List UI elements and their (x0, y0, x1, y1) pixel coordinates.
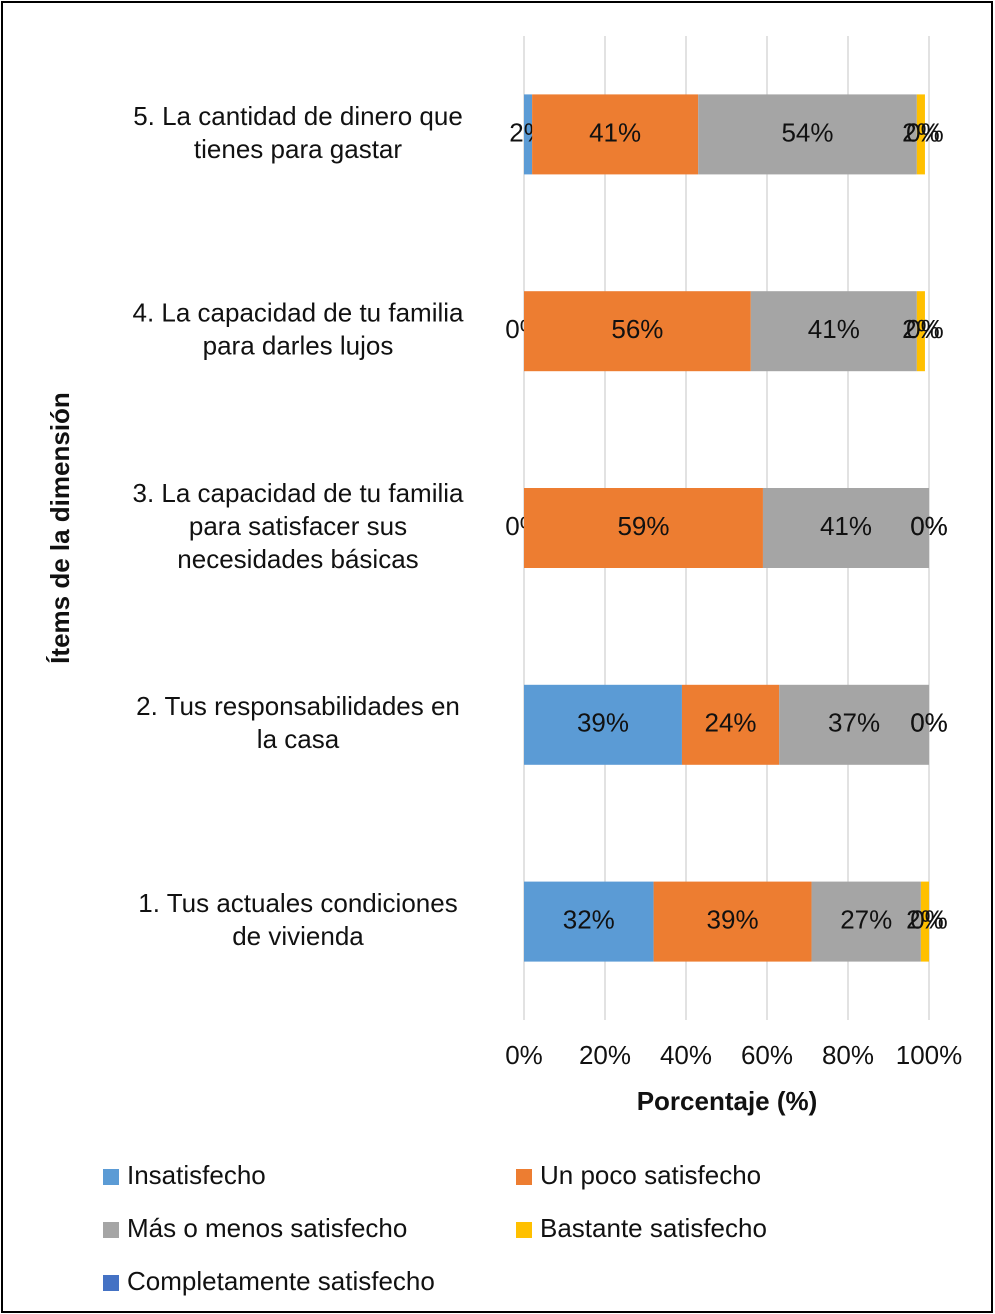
bar-segment (916, 291, 925, 372)
data-label: 2% (902, 117, 940, 147)
legend-swatch (516, 1169, 532, 1185)
x-tick-label: 60% (741, 1040, 793, 1070)
data-label: 56% (611, 314, 663, 344)
data-label: 41% (589, 117, 641, 147)
data-label: 37% (828, 708, 880, 738)
bar-segment (698, 94, 917, 175)
data-label: 2% (902, 314, 940, 344)
x-axis-title: Porcentaje (%) (637, 1086, 818, 1116)
y-tick-label: 5. La cantidad de dinero que (133, 101, 463, 131)
data-label: 32% (563, 904, 615, 934)
data-label: 39% (577, 708, 629, 738)
data-label: 0% (906, 117, 944, 147)
y-tick-label: para satisfacer sus (189, 511, 407, 541)
data-label: 2% (906, 904, 944, 934)
bar-segment (811, 881, 921, 962)
data-label: 54% (781, 117, 833, 147)
x-tick-label: 80% (822, 1040, 874, 1070)
y-tick-label: 1. Tus actuales condiciones (138, 888, 457, 918)
legend-label: Completamente satisfecho (127, 1266, 435, 1296)
bar-segment (524, 881, 654, 962)
legend-label: Más o menos satisfecho (127, 1213, 407, 1243)
bar-segment (524, 94, 533, 175)
y-axis-title: Ítems de la dimensión (45, 392, 75, 664)
bar-segment (681, 684, 780, 765)
data-label: 0% (910, 511, 948, 541)
data-label: 0% (910, 708, 948, 738)
y-tick-label: 4. La capacidad de tu familia (133, 298, 465, 328)
y-tick-label: tienes para gastar (194, 134, 402, 164)
legend-swatch (103, 1169, 119, 1185)
legend-swatch (103, 1222, 119, 1238)
data-label: 0% (910, 904, 948, 934)
bar-segment (920, 881, 929, 962)
y-tick-label: de vivienda (232, 921, 364, 951)
bar-segment (524, 488, 763, 568)
x-tick-label: 0% (505, 1040, 543, 1070)
data-label: 41% (808, 314, 860, 344)
data-label: 0% (906, 314, 944, 344)
x-tick-label: 20% (579, 1040, 631, 1070)
y-tick-label: la casa (257, 724, 340, 754)
x-tick-label: 40% (660, 1040, 712, 1070)
legend-swatch (103, 1275, 119, 1291)
y-tick-label: para darles lujos (203, 331, 394, 361)
bar-segment (524, 291, 751, 372)
bar-segment (750, 291, 917, 372)
legend-label: Bastante satisfecho (540, 1213, 767, 1243)
bar-segment (653, 881, 812, 962)
data-label: 0% (910, 511, 948, 541)
y-tick-label: necesidades básicas (177, 544, 418, 574)
data-label: 59% (617, 511, 669, 541)
y-tick-label: 3. La capacidad de tu familia (133, 478, 465, 508)
bar-segment (762, 488, 929, 568)
bar-segment (779, 684, 929, 765)
data-label: 0% (910, 708, 948, 738)
bar-segment (916, 94, 925, 175)
y-tick-label: 2. Tus responsabilidades en (136, 691, 460, 721)
legend-label: Un poco satisfecho (540, 1160, 761, 1190)
x-tick-label: 100% (896, 1040, 963, 1070)
data-label: 39% (707, 904, 759, 934)
bar-segment (524, 684, 682, 765)
data-label: 41% (820, 511, 872, 541)
legend-swatch (516, 1222, 532, 1238)
data-label: 27% (840, 904, 892, 934)
legend-label: Insatisfecho (127, 1160, 266, 1190)
bar-segment (532, 94, 699, 175)
data-label: 24% (705, 708, 757, 738)
